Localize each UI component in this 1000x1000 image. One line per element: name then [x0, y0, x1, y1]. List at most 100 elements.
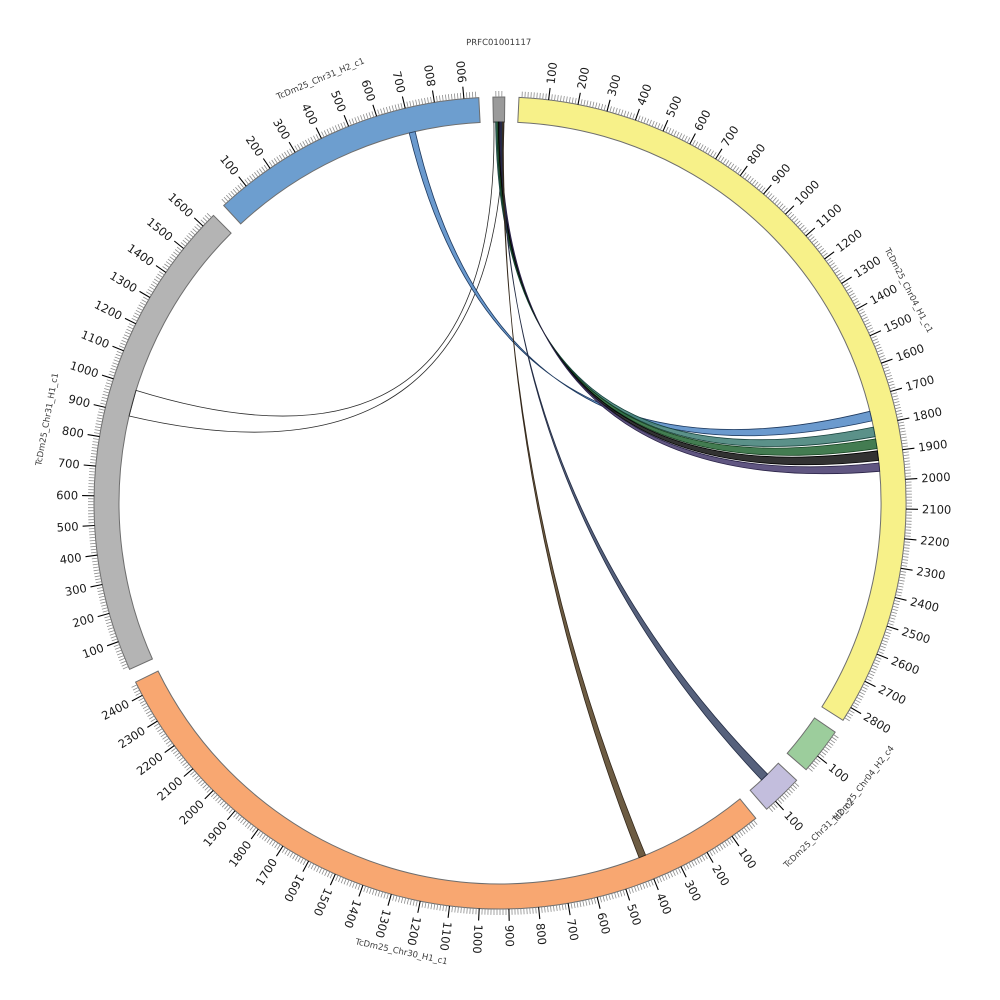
- minor-tick: [795, 220, 801, 226]
- minor-tick: [767, 193, 773, 199]
- minor-tick: [221, 802, 227, 808]
- minor-tick: [221, 198, 227, 204]
- tick-label: 1300: [372, 908, 393, 940]
- minor-tick: [591, 898, 594, 905]
- major-tick: [805, 227, 816, 237]
- segment-arc-TcDm25_Chr04_H2_c4: [786, 717, 836, 771]
- major-tick: [358, 885, 364, 897]
- minor-tick: [727, 161, 732, 168]
- minor-tick: [829, 739, 836, 744]
- minor-tick: [902, 559, 909, 561]
- minor-tick: [716, 845, 721, 852]
- tick-label: 100: [781, 808, 806, 834]
- minor-tick: [904, 463, 911, 465]
- minor-tick: [228, 192, 233, 198]
- minor-tick: [602, 895, 605, 902]
- minor-tick: [656, 877, 660, 884]
- minor-tick: [180, 242, 186, 247]
- minor-tick: [176, 246, 183, 252]
- minor-tick: [873, 662, 880, 666]
- minor-tick: [870, 335, 877, 339]
- minor-tick: [198, 779, 204, 785]
- minor-tick: [789, 214, 795, 219]
- major-tick: [462, 86, 465, 99]
- minor-tick: [902, 445, 909, 448]
- major-tick: [329, 873, 336, 886]
- minor-tick: [147, 713, 154, 717]
- minor-tick: [93, 566, 100, 569]
- minor-tick: [93, 438, 100, 440]
- minor-tick: [819, 753, 825, 758]
- minor-tick: [898, 579, 905, 582]
- minor-tick: [704, 853, 708, 860]
- minor-tick: [870, 667, 877, 671]
- major-tick: [653, 878, 659, 891]
- tick-label: 1400: [867, 281, 899, 307]
- minor-tick: [377, 109, 380, 116]
- minor-tick: [897, 585, 904, 588]
- minor-tick: [127, 326, 134, 330]
- tick-label: 400: [653, 891, 674, 917]
- minor-tick: [816, 245, 823, 250]
- minor-tick: [736, 832, 741, 838]
- tick-label: 400: [298, 101, 320, 127]
- minor-tick: [354, 117, 358, 124]
- minor-tick: [807, 767, 813, 772]
- minor-tick: [110, 635, 117, 639]
- minor-tick: [748, 823, 753, 829]
- major-tick: [886, 625, 899, 631]
- tick-label: 1400: [125, 241, 157, 269]
- major-tick: [715, 148, 723, 160]
- minor-tick: [551, 94, 553, 101]
- minor-tick: [574, 98, 577, 105]
- minor-tick: [623, 110, 627, 117]
- minor-tick: [676, 131, 680, 138]
- minor-tick: [460, 92, 462, 99]
- minor-tick: [790, 786, 795, 792]
- minor-tick: [102, 610, 109, 613]
- minor-tick: [294, 855, 299, 861]
- minor-tick: [174, 249, 181, 254]
- minor-tick: [155, 276, 162, 281]
- tick-label: 2200: [920, 533, 950, 550]
- minor-tick: [150, 718, 157, 723]
- major-tick: [417, 900, 421, 913]
- minor-tick: [672, 870, 676, 876]
- minor-tick: [120, 342, 127, 346]
- minor-tick: [793, 218, 799, 224]
- minor-tick: [442, 905, 444, 912]
- minor-tick: [445, 94, 447, 101]
- minor-tick: [710, 150, 714, 157]
- major-tick: [731, 835, 740, 847]
- minor-tick: [677, 867, 682, 874]
- minor-tick: [427, 97, 429, 104]
- minor-tick: [866, 324, 872, 328]
- minor-tick: [877, 352, 884, 356]
- minor-tick: [724, 840, 729, 847]
- minor-tick: [611, 893, 614, 900]
- minor-tick: [726, 839, 731, 845]
- minor-tick: [139, 700, 146, 704]
- minor-tick: [215, 796, 220, 802]
- minor-tick: [380, 108, 383, 115]
- minor-tick: [300, 858, 304, 864]
- minor-tick: [219, 800, 225, 806]
- minor-tick: [165, 261, 172, 266]
- minor-tick: [95, 426, 102, 429]
- tick-label: 1600: [894, 341, 926, 364]
- minor-tick: [874, 659, 881, 663]
- minor-tick: [878, 355, 885, 359]
- minor-tick: [826, 257, 832, 262]
- minor-tick: [343, 878, 347, 885]
- minor-tick: [887, 622, 894, 626]
- major-tick: [262, 158, 271, 169]
- tick-label: 2400: [909, 594, 941, 614]
- tick-label: 2700: [876, 682, 908, 707]
- minor-tick: [884, 631, 891, 635]
- minor-tick: [153, 723, 160, 728]
- minor-tick: [94, 575, 101, 578]
- tick-label: 100: [735, 845, 759, 871]
- minor-tick: [98, 408, 105, 411]
- minor-tick: [145, 710, 152, 715]
- minor-tick: [135, 309, 142, 314]
